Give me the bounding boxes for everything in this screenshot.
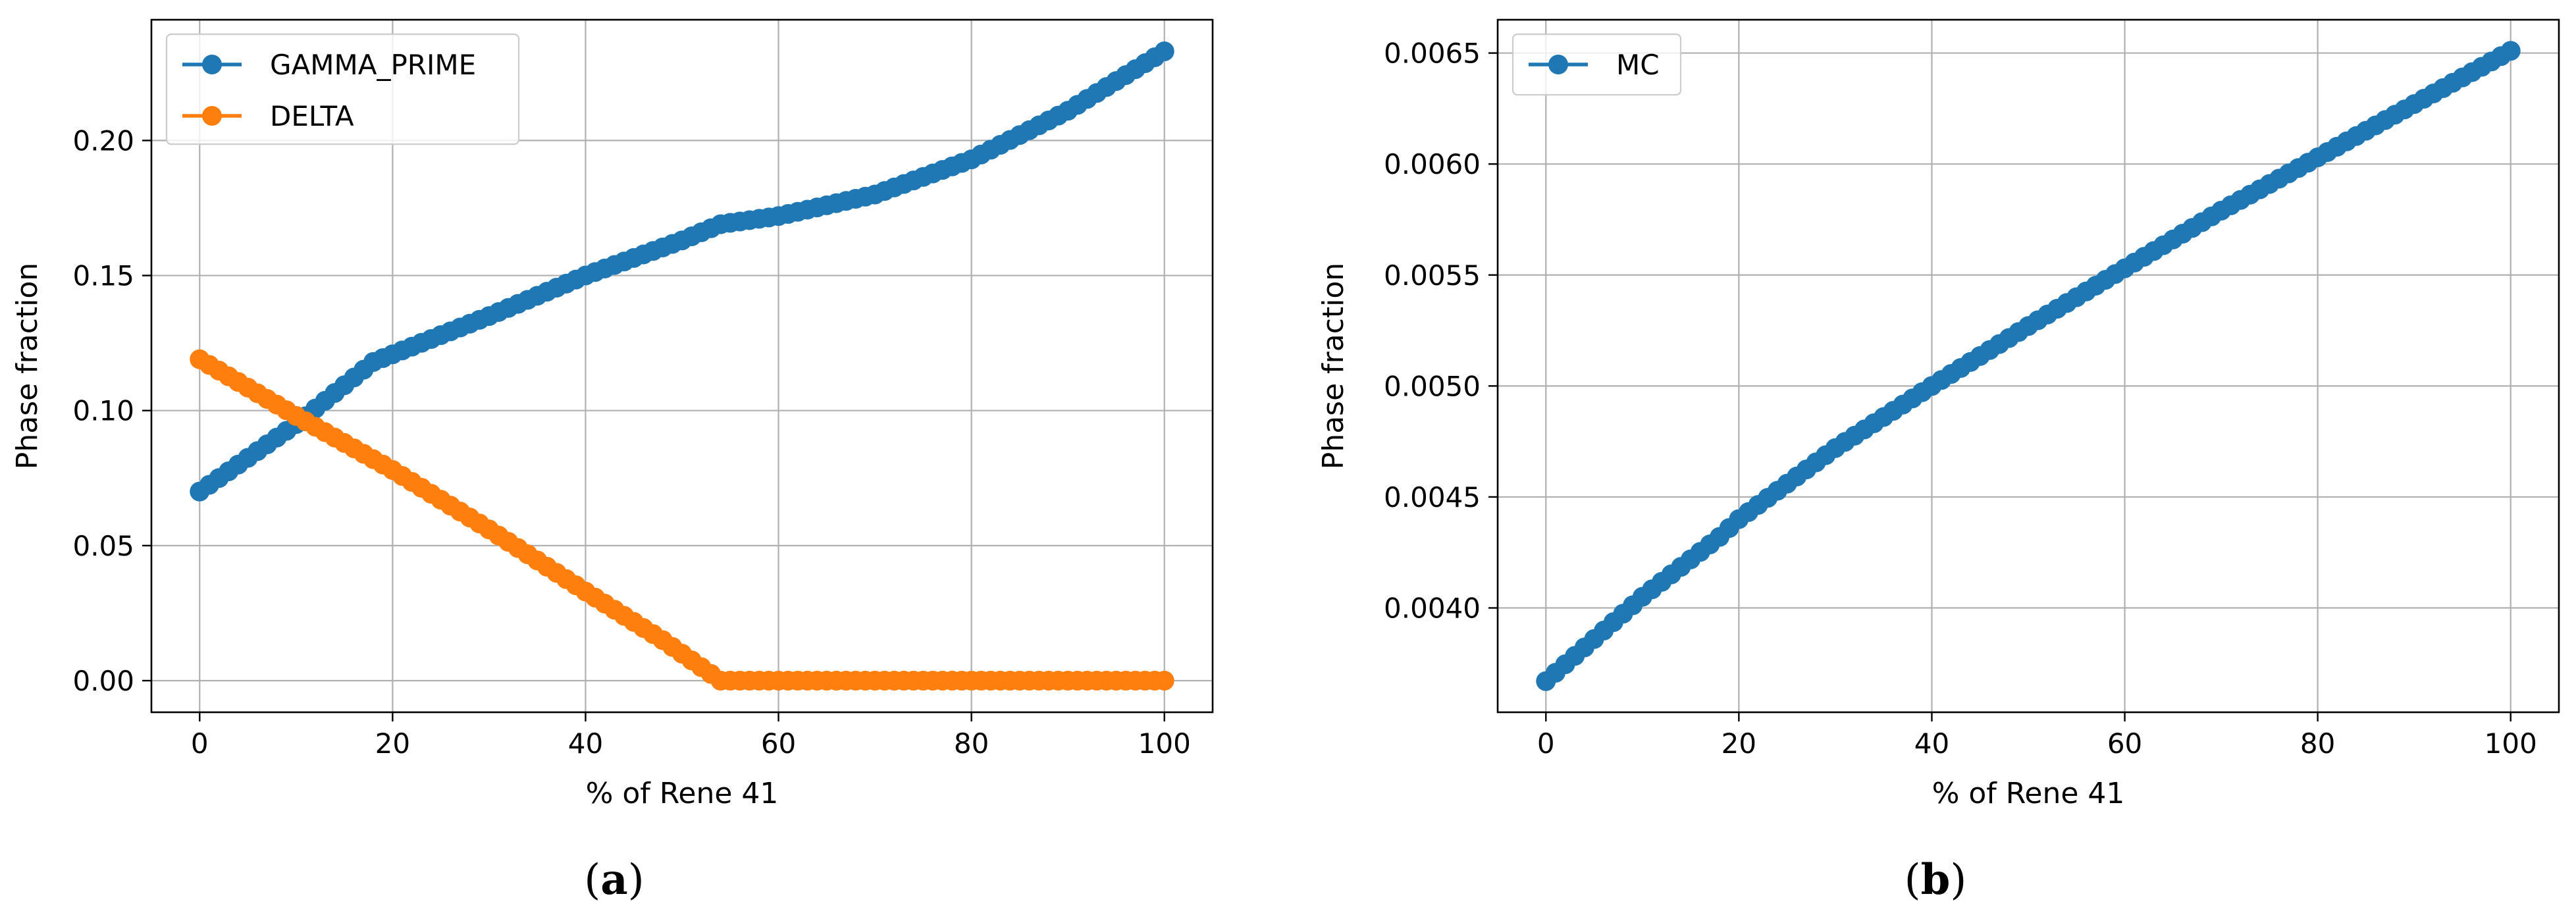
plot-frame-b [1496, 18, 2560, 714]
chart-panel-b: 0 20 40 60 80 100 0.0040 0.0045 0.0050 0.0055 0.00… [1317, 18, 2560, 904]
legend-label-delta: DELTA [270, 100, 354, 132]
ticks-b: 0 20 40 60 80 100 0.0040 0.0045 0.0050 0.0055 0.00… [1384, 38, 2537, 760]
y-tick-label-b: 0.0050 [1384, 370, 1481, 402]
legend-label-mc: MC [1616, 49, 1660, 81]
y-tick-label-a: 0.15 [72, 260, 134, 292]
x-tick-label-b: 20 [1722, 727, 1756, 760]
x-tick-label-b: 60 [2107, 727, 2142, 760]
x-tick-label-a: 80 [954, 727, 989, 760]
caption-close-a: ) [628, 856, 644, 904]
x-tick-label-a: 20 [375, 727, 410, 760]
chart-panel-a: 0 20 40 60 80 100 0.00 0.05 0.10 0.15 0.20 % of Re… [11, 18, 1214, 904]
y-axis-label-b: Phase fraction [1317, 263, 1350, 469]
plot-frame-a [150, 18, 1214, 714]
x-tick-label-a: 0 [191, 727, 209, 760]
legend-label-gamma-prime: GAMMA_PRIME [270, 49, 476, 81]
y-tick-label-b: 0.0045 [1384, 481, 1481, 513]
data-point-gamma-prime [1154, 41, 1174, 61]
x-tick-label-b: 80 [2300, 727, 2335, 760]
x-tick-label-b: 40 [1914, 727, 1949, 760]
legend-a: GAMMA_PRIME DELTA [165, 33, 520, 145]
legend-marker-delta [202, 106, 222, 126]
panel-caption-b: (b) [1905, 855, 1967, 904]
y-tick-label-b: 0.0060 [1384, 148, 1481, 180]
x-tick-label-b: 100 [2484, 727, 2537, 760]
x-axis-label-a: % of Rene 41 [586, 777, 779, 810]
legend-box-a [165, 33, 520, 145]
legend-box-b [1511, 33, 1682, 96]
y-tick-label-a: 0.20 [72, 124, 134, 157]
series-layer-a [190, 41, 1174, 691]
series-line-delta [198, 357, 1165, 683]
x-tick-label-b: 0 [1537, 727, 1555, 760]
grid-b [1498, 20, 2559, 712]
y-tick-label-a: 0.00 [72, 665, 134, 697]
data-point-delta [1154, 671, 1174, 691]
y-tick-label-a: 0.05 [72, 530, 134, 562]
legend-marker-mc [1548, 55, 1568, 74]
caption-letter-a: a [600, 855, 627, 904]
legend-marker-gamma-prime [202, 55, 222, 74]
x-tick-label-a: 40 [568, 727, 603, 760]
caption-letter-b: b [1921, 855, 1951, 904]
caption-open-b: ( [1905, 856, 1921, 904]
y-axis-label-a: Phase fraction [11, 263, 44, 469]
y-tick-label-a: 0.10 [72, 395, 134, 427]
panel-caption-a: (a) [584, 855, 644, 904]
legend-b: MC [1511, 33, 1682, 96]
series-line-mc [1544, 49, 2512, 683]
y-tick-label-b: 0.0040 [1384, 592, 1481, 625]
caption-close-b: ) [1950, 856, 1966, 904]
y-tick-label-b: 0.0055 [1384, 259, 1481, 292]
x-tick-label-a: 60 [761, 727, 796, 760]
ticks-a: 0 20 40 60 80 100 0.00 0.05 0.10 0.15 0.20 [72, 124, 1190, 760]
series-layer-b [1536, 41, 2521, 691]
x-axis-label-b: % of Rene 41 [1932, 777, 2125, 810]
y-tick-label-b: 0.0065 [1384, 38, 1481, 70]
x-tick-label-a: 100 [1138, 727, 1191, 760]
caption-open-a: ( [584, 856, 600, 904]
data-point-mc [2500, 41, 2521, 61]
